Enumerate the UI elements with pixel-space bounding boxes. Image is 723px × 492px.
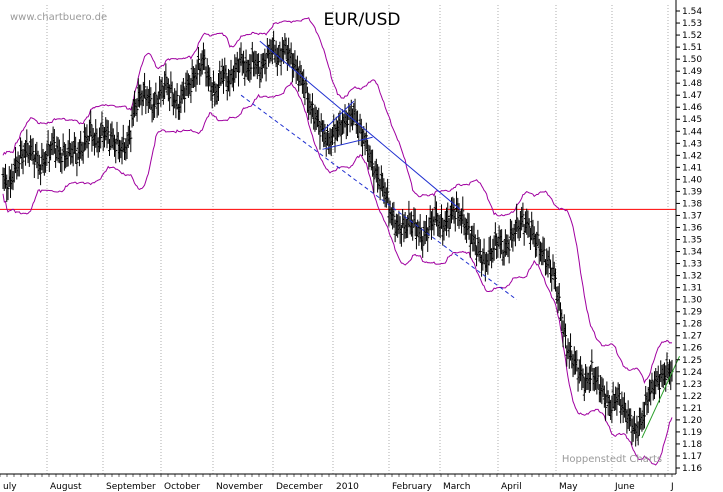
y-tick-label: 1.32	[682, 272, 702, 282]
watermark-text: www.chartbuero.de	[10, 12, 107, 23]
month-label: June	[614, 482, 635, 492]
chart-title: EUR/USD	[323, 10, 400, 30]
month-label: 2010	[336, 482, 359, 492]
y-tick-label: 1.16	[682, 464, 702, 474]
y-tick-label: 1.28	[682, 320, 702, 330]
y-tick-label: 1.41	[682, 163, 702, 173]
y-tick-label: 1.19	[682, 428, 702, 438]
y-tick-label: 1.20	[682, 416, 702, 426]
x-axis-month-labels: uly August September October November Decembe…	[3, 482, 674, 492]
month-label: December	[276, 482, 323, 492]
trendline-channel-lower	[322, 136, 373, 150]
lower-band	[2, 81, 673, 466]
y-tick-label: 1.54	[682, 7, 702, 17]
y-tick-label: 1.40	[682, 175, 702, 185]
y-tick-label: 1.39	[682, 187, 702, 197]
y-tick-label: 1.52	[682, 31, 702, 41]
y-tick-label: 1.37	[682, 211, 702, 221]
y-tick-label: 1.21	[682, 404, 702, 414]
y-tick-label: 1.26	[682, 344, 702, 354]
y-tick-label: 1.30	[682, 296, 702, 306]
month-label: August	[50, 482, 82, 492]
month-label: February	[392, 482, 433, 492]
trendline-channel-upper	[322, 100, 355, 132]
y-tick-label: 1.44	[682, 127, 702, 137]
y-tick-label: 1.18	[682, 440, 702, 450]
price-bars	[1, 30, 674, 447]
month-label: uly	[3, 482, 17, 492]
y-tick-label: 1.38	[682, 199, 702, 209]
y-tick-label: 1.35	[682, 236, 702, 246]
month-label: November	[216, 482, 263, 492]
month-label: September	[106, 482, 156, 492]
y-tick-label: 1.29	[682, 308, 702, 318]
y-tick-label: 1.24	[682, 368, 702, 378]
y-tick-label: 1.25	[682, 356, 702, 366]
y-tick-label: 1.33	[682, 260, 702, 270]
month-label: April	[501, 482, 522, 492]
y-tick-label: 1.50	[682, 55, 702, 65]
trendline-solid	[259, 40, 461, 210]
trendline-dashed	[240, 94, 517, 301]
y-tick-label: 1.47	[682, 91, 702, 101]
y-tick-label: 1.22	[682, 392, 702, 402]
axes	[0, 0, 677, 477]
y-tick-label: 1.27	[682, 332, 702, 342]
y-axis-ticks: 1.16 1.17 1.18 1.19 1.20 1.21 1.22 1.23 1.24 1.25…	[676, 7, 702, 474]
y-tick-label: 1.31	[682, 284, 702, 294]
month-label: October	[164, 482, 200, 492]
y-tick-label: 1.51	[682, 43, 702, 53]
y-tick-label: 1.46	[682, 103, 702, 113]
trendlines	[240, 40, 680, 439]
credit-text: Hoppenstedt Charts	[562, 454, 662, 465]
y-tick-label: 1.48	[682, 79, 702, 89]
trendline-green	[641, 355, 680, 439]
y-tick-label: 1.17	[682, 452, 702, 462]
y-tick-label: 1.23	[682, 380, 702, 390]
y-tick-label: 1.49	[682, 67, 702, 77]
upper-band	[2, 17, 673, 385]
y-tick-label: 1.53	[682, 19, 702, 29]
y-tick-label: 1.42	[682, 151, 702, 161]
y-tick-label: 1.43	[682, 139, 702, 149]
bollinger-bands	[2, 17, 673, 466]
y-tick-label: 1.45	[682, 115, 702, 125]
y-tick-label: 1.34	[682, 248, 702, 258]
month-label: May	[559, 482, 578, 492]
month-label: J	[670, 482, 674, 492]
month-label: March	[443, 482, 470, 492]
y-tick-label: 1.36	[682, 223, 702, 233]
